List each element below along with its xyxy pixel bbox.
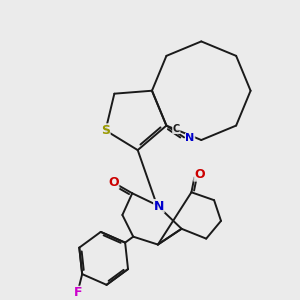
Text: C: C: [172, 124, 180, 134]
Text: O: O: [194, 168, 205, 181]
Text: S: S: [101, 124, 110, 137]
Text: F: F: [74, 286, 82, 299]
Text: N: N: [185, 134, 195, 143]
Text: O: O: [108, 176, 119, 189]
Text: N: N: [154, 200, 164, 213]
